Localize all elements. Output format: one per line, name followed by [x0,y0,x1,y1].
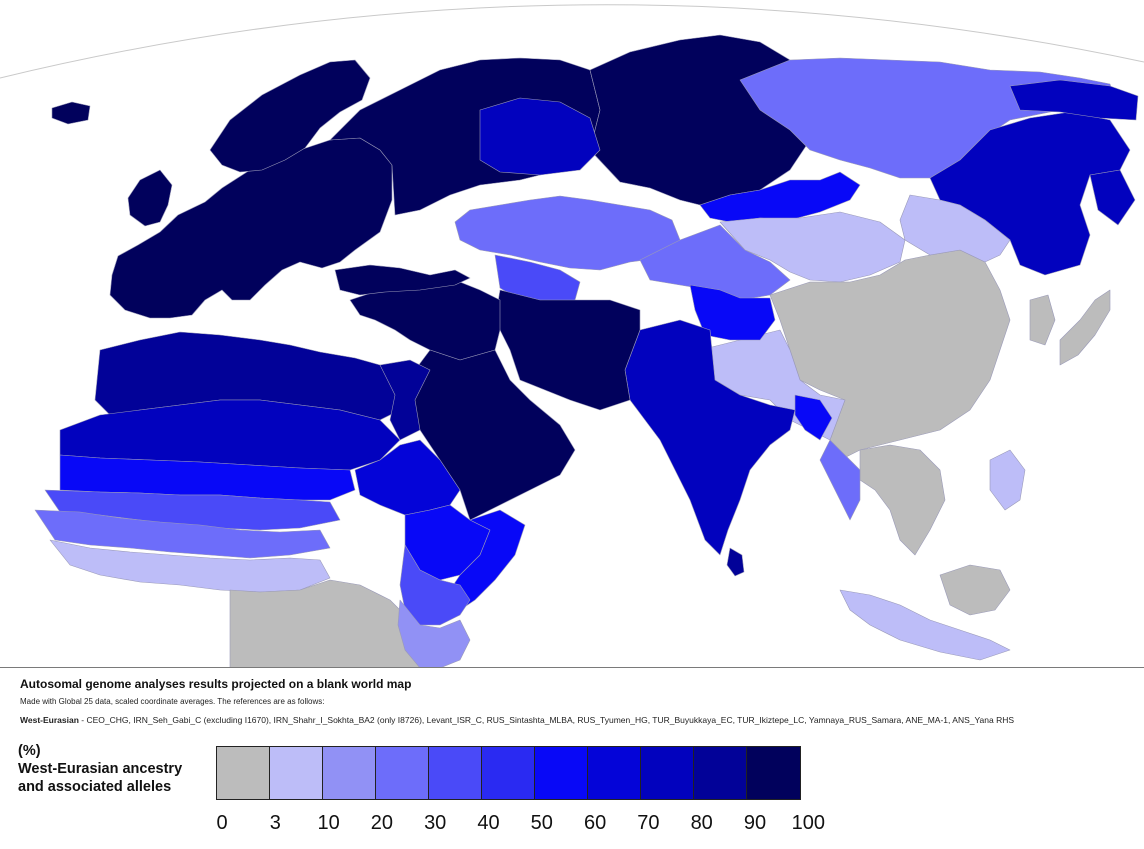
legend-tick-20: 20 [370,812,394,834]
legend-tick-50: 50 [530,812,553,834]
legend-tick-0: 0 [216,812,228,834]
legend-tick-70: 70 [637,812,660,834]
legend-swatch-40 [482,747,535,799]
region-north-china [899,194,1011,263]
legend-tick-10: 10 [317,812,340,834]
legend-swatch-90 [747,747,800,799]
legend-tick-3: 3 [269,812,281,834]
legend-title: (%) West-Eurasian ancestry and associate… [18,742,182,796]
legend-color-scale [216,746,801,800]
region-british-isles [127,169,173,227]
region-central-africa [229,579,421,668]
region-sudan [354,439,461,516]
legend-line-2: and associated alleles [18,779,172,795]
legend-tick-90: 90 [743,812,767,834]
region-chukotka [1009,79,1139,121]
legend-unit: (%) [18,743,41,759]
region-western-mongolia [639,224,791,301]
legend-tick-60: 60 [583,812,607,834]
region-kenya-tanzania [399,544,471,626]
legend-tick-100: 100 [791,812,825,834]
map-svg [0,4,1144,668]
region-korea [1029,294,1056,346]
legend-tick-80: 80 [690,812,713,834]
region-myanmar [819,439,861,521]
map-subtitle: Made with Global 25 data, scaled coordin… [20,697,325,706]
region-china [769,249,1011,461]
region-bangladesh [794,394,833,441]
legend-swatch-3 [270,747,323,799]
region-borneo-new-guinea [939,564,1011,616]
region-egypt [379,359,431,441]
legend-swatch-50 [535,747,588,799]
region-europe [109,137,393,319]
region-west-siberian-plain [479,97,601,176]
legend-tick-40: 40 [477,812,500,834]
reference-populations: - CEO_CHG, IRN_Seh_Gabi_C (excluding I16… [78,715,1015,725]
legend-swatch-60 [588,747,641,799]
legend-tick-30: 30 [424,812,447,834]
map-bottom-border [0,667,1144,668]
region-somalia [449,509,526,611]
region-west-africa-coast [49,539,331,593]
region-mongolia [719,211,906,283]
region-philippines [989,449,1026,511]
region-india [624,319,796,556]
region-kamchatka [1089,169,1136,226]
region-turkey-caucasus [334,264,471,296]
region-xinjiang [689,284,776,341]
region-japan [1059,289,1111,366]
legend-tick-labels: 0 3 10 20 30 40 50 60 70 80 90 100 [0,812,1144,842]
reference-list: West-Eurasian - CEO_CHG, IRN_Seh_Gabi_C … [20,715,1014,725]
region-southeast-asia [859,444,946,556]
region-indonesia [839,589,1011,661]
region-east-africa-interior [397,599,471,668]
legend-swatch-80 [694,747,747,799]
legend-swatch-30 [429,747,482,799]
region-west-africa-north [34,509,331,559]
region-pakistan-iran-afghanistan [494,289,641,411]
region-scandinavia [209,59,371,173]
legend-swatch-0 [217,747,270,799]
legend-line-1: West-Eurasian ancestry [18,761,183,777]
reference-label: West-Eurasian [20,715,79,725]
region-sahel-south [44,489,341,531]
map-title: Autosomal genome analyses results projec… [20,677,412,691]
projection-outline [0,4,1144,79]
region-iceland [51,101,91,125]
legend-swatch-20 [376,747,429,799]
region-sri-lanka [726,547,745,577]
legend-swatch-10 [323,747,376,799]
map-area [0,4,1144,668]
legend-swatch-70 [641,747,694,799]
